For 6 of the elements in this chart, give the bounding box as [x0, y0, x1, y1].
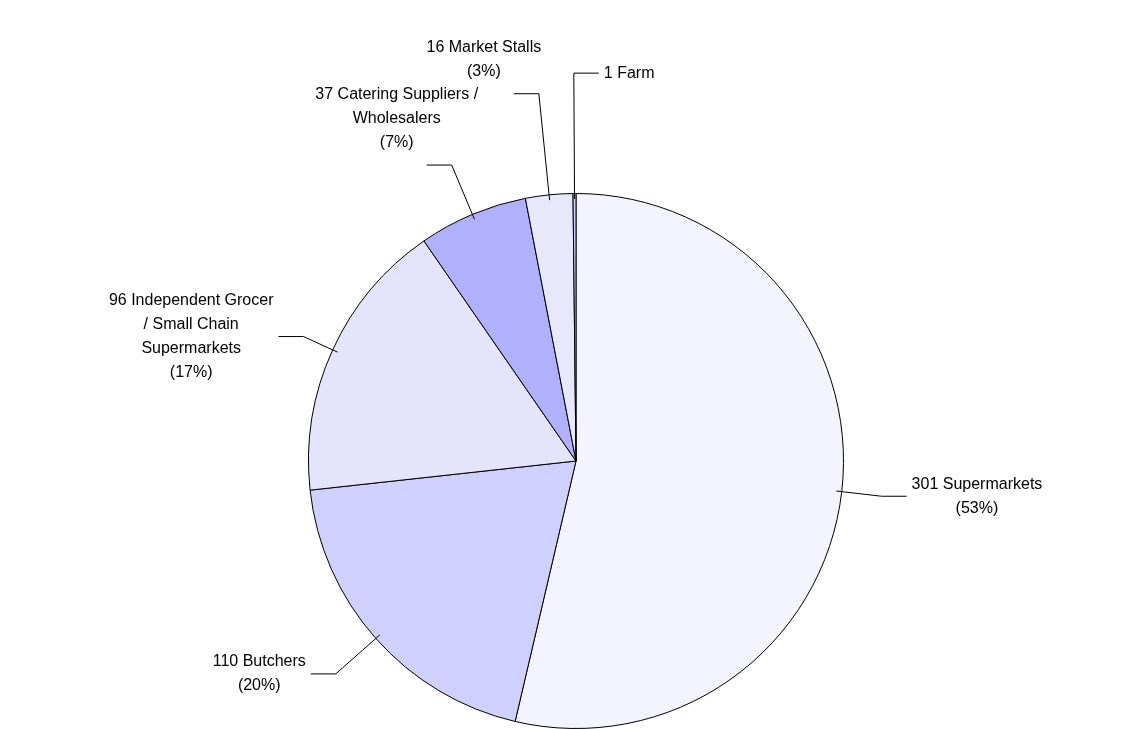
slice-label: 16 Market Stalls (3%)	[426, 38, 542, 80]
slice-label: 96 Independent Grocer / Small Chain Supermarkets (17%)	[108, 290, 275, 380]
slice-label: 110 Butchers (20%)	[212, 652, 306, 694]
slice-label: 37 Catering Suppliers / Wholesalers (7%)	[315, 85, 479, 151]
slice-label: 301 Supermarkets (53%)	[911, 474, 1043, 516]
slice-label: 1 Farm	[603, 63, 655, 81]
